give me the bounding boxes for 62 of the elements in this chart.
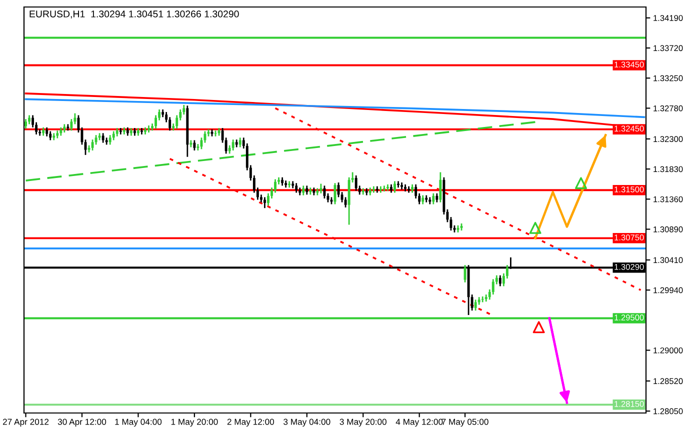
candlestick <box>439 172 442 204</box>
y-tick-label: 1.34190 <box>654 15 683 21</box>
candlestick <box>344 196 347 208</box>
point <box>532 321 545 334</box>
y-tick-label: 1.31830 <box>654 166 683 172</box>
ref-line-label: 1.28150 <box>614 401 644 407</box>
point <box>575 177 587 190</box>
candlestick <box>464 264 466 284</box>
ref-line-label: 1.32450 <box>614 126 644 132</box>
candlestick <box>232 138 234 152</box>
x-tick-label: 3 May 04:00 <box>284 418 330 427</box>
candlestick <box>168 116 172 132</box>
y-tick-label: 1.32300 <box>654 136 683 142</box>
candlestick <box>91 138 94 152</box>
x-tick-label: 2 May 12:00 <box>227 418 274 427</box>
candlestick <box>94 134 98 146</box>
candlestick <box>108 134 112 146</box>
y-tick-label: 1.33250 <box>654 75 683 82</box>
candlestick <box>474 298 477 312</box>
y-tick-label: 1.30890 <box>654 226 683 232</box>
candlestick <box>70 118 73 132</box>
y-tick-label: 1.28050 <box>654 408 683 414</box>
x-tick-label: 7 May 05:00 <box>442 418 488 427</box>
y-tick-label: 1.29940 <box>654 287 683 294</box>
y-tick-label: 1.29000 <box>654 347 683 354</box>
x-tick-label: 3 May 20:00 <box>340 418 386 427</box>
candlestick <box>102 132 104 144</box>
candlestick <box>320 183 322 194</box>
ref-line-label: 1.31500 <box>614 186 644 192</box>
y-tick-label: 1.33720 <box>654 45 683 52</box>
candlestick <box>238 136 242 148</box>
x-tick-label: 27 Apr 2012 <box>2 418 49 427</box>
point <box>529 222 542 234</box>
candlestick <box>200 136 203 150</box>
y-tick-label: 1.30410 <box>654 257 683 264</box>
chart-title: EURUSD,H1 1.30294 1.30451 1.30266 1.30290 <box>30 10 239 19</box>
y-tick-label: 1.31360 <box>654 196 683 202</box>
ref-line-label: 1.33450 <box>614 62 644 68</box>
y-tick-label: 1.32780 <box>654 105 683 112</box>
x-tick-label: 1 May 20:00 <box>171 418 218 427</box>
candlestick <box>492 278 494 296</box>
candlestick <box>323 184 326 200</box>
candlestick <box>24 118 27 130</box>
candlestick <box>263 196 266 209</box>
candlestick <box>193 140 196 152</box>
ref-line-label: 1.30750 <box>614 234 644 240</box>
ref-line-label: 1.30290 <box>614 264 644 270</box>
candlestick <box>382 184 386 192</box>
candlestick <box>295 182 298 194</box>
candlestick <box>498 274 502 287</box>
candlestick <box>354 174 358 192</box>
candlestick <box>77 114 80 134</box>
candlestick <box>432 192 435 205</box>
candlestick <box>394 180 396 194</box>
x-tick-label: 1 May 04:00 <box>115 418 162 427</box>
candlestick <box>302 184 305 196</box>
ref-line-label: 1.29500 <box>614 314 644 320</box>
y-tick-label: 1.28520 <box>654 378 683 384</box>
x-tick-label: 4 May 12:00 <box>396 418 443 427</box>
x-tick-label: 30 Apr 12:00 <box>58 418 106 427</box>
candlestick <box>340 191 344 204</box>
line-series <box>24 98 646 118</box>
